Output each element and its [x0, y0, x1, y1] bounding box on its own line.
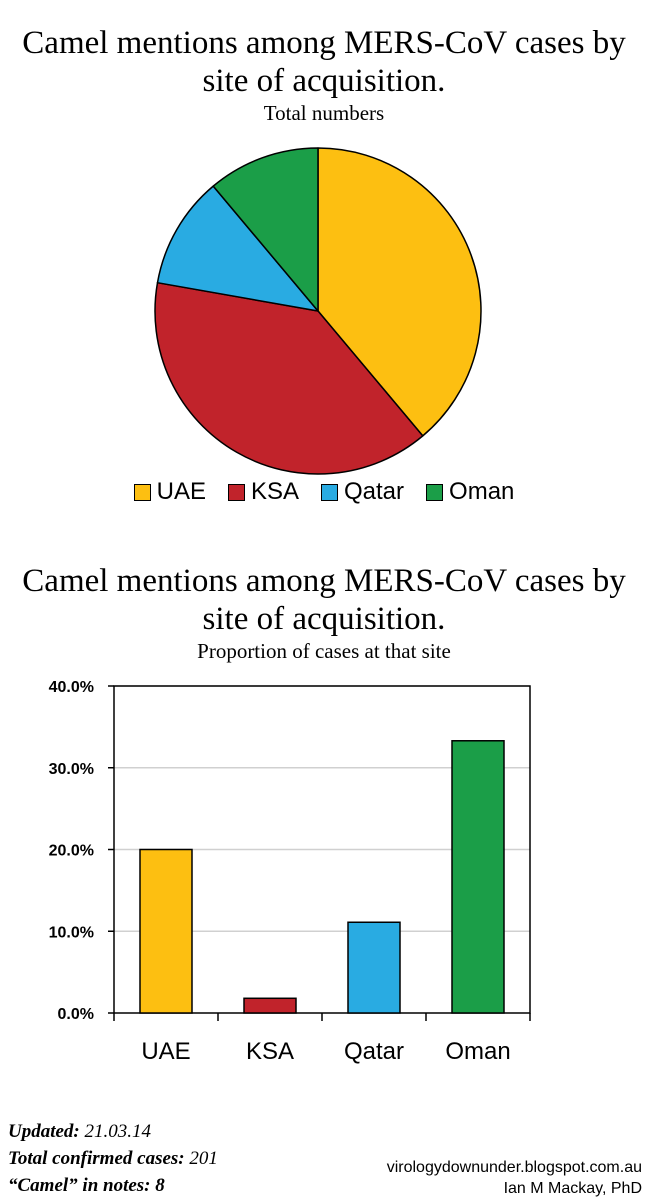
pie-legend: UAE KSA Qatar Oman — [0, 478, 648, 506]
legend-item-oman: Oman — [426, 478, 514, 506]
blog-url: virologydownunder.blogspot.com.au — [386, 1159, 642, 1176]
footer-credits: virologydownunder.blogspot.com.au Ian M … — [387, 1157, 642, 1199]
legend-label: Oman — [449, 478, 515, 505]
legend-item-uae: UAE — [133, 478, 206, 506]
legend-label: KSA — [250, 478, 299, 505]
total-cases-value: 201 — [189, 1148, 218, 1169]
legend-swatch — [426, 483, 444, 501]
pie-slice-qatar — [156, 185, 319, 312]
total-cases-label: Total confirmed cases: — [8, 1148, 185, 1169]
bar-chart-title: Camel mentions among MERS-CoV cases by s… — [22, 563, 626, 637]
author-credit: Ian M Mackay, PhD — [503, 1180, 642, 1197]
legend-swatch — [227, 483, 245, 501]
legend-label: UAE — [156, 478, 206, 505]
pie-slice-uae — [317, 147, 482, 437]
legend-item-qatar: Qatar — [321, 478, 404, 506]
bar-chart-subtitle: Proportion of cases at that site — [197, 639, 451, 663]
pie-slice-oman — [212, 147, 319, 312]
legend-item-ksa: KSA — [227, 478, 299, 506]
legend-label: Qatar — [344, 478, 405, 505]
updated-value: 21.03.14 — [84, 1121, 152, 1142]
pie-chart-subtitle: Total numbers — [263, 101, 385, 125]
camel-notes-label: “Camel” in notes: — [8, 1175, 151, 1196]
legend-swatch — [321, 483, 338, 501]
footer-stats: Updated: 21.03.14 Total confirmed cases:… — [8, 1118, 218, 1199]
legend-swatch — [133, 483, 151, 501]
camel-notes-value: 8 — [155, 1175, 165, 1196]
pie-slice-ksa — [154, 281, 424, 475]
pie-chart-title: Camel mentions among MERS-CoV cases by s… — [22, 25, 626, 99]
updated-label: Updated: — [8, 1121, 80, 1142]
